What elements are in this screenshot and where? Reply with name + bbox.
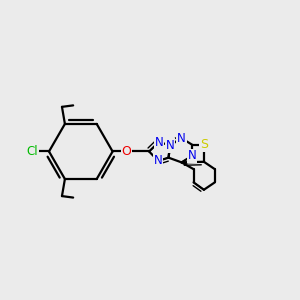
Text: N: N [154, 154, 163, 167]
Text: N: N [154, 136, 163, 148]
Text: S: S [200, 138, 208, 151]
Text: Cl: Cl [26, 145, 38, 158]
Text: N: N [166, 139, 174, 152]
Text: O: O [122, 145, 131, 158]
Text: N: N [177, 132, 186, 145]
Text: N: N [188, 149, 197, 162]
